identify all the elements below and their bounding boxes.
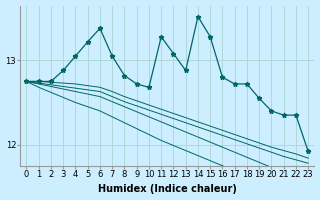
X-axis label: Humidex (Indice chaleur): Humidex (Indice chaleur) <box>98 184 237 194</box>
